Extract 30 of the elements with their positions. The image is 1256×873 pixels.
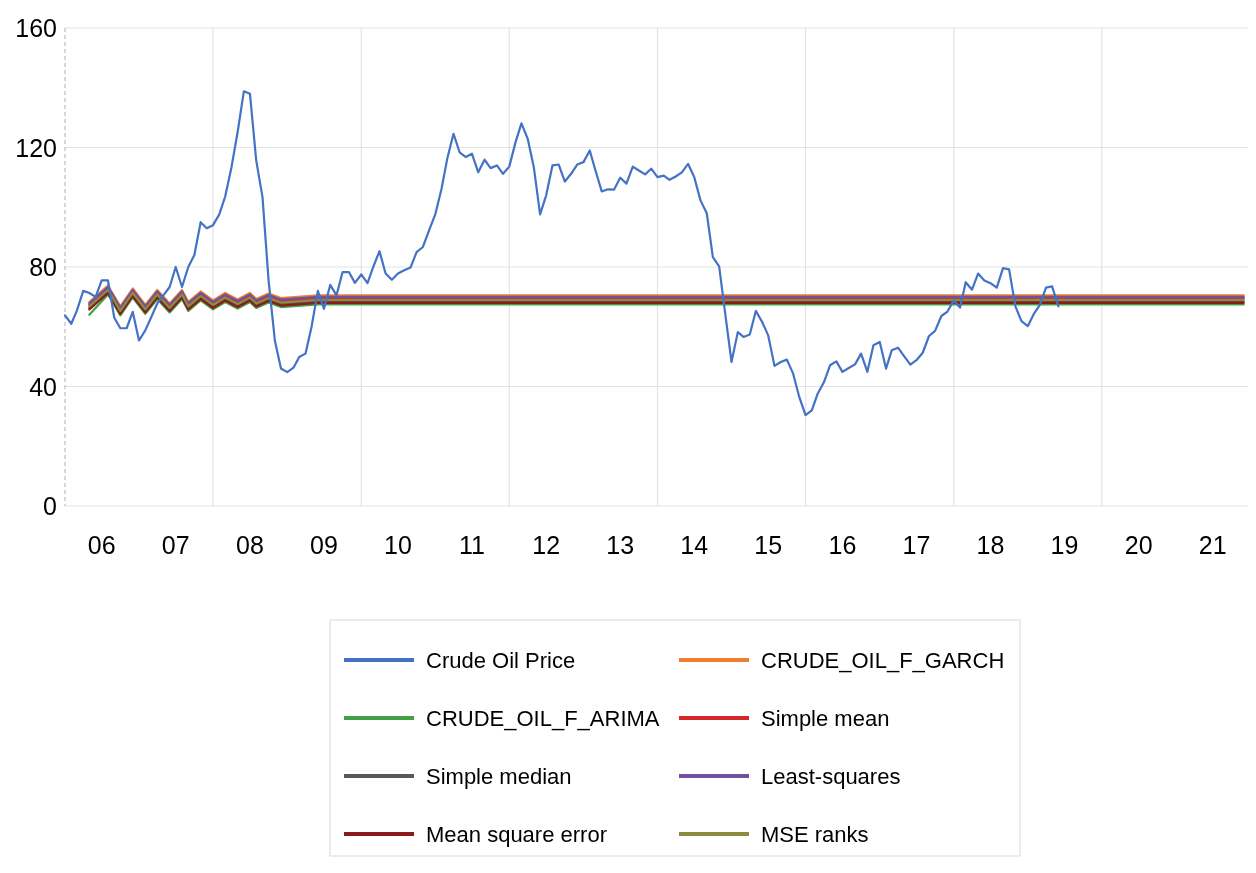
- x-tick-label: 11: [458, 531, 485, 559]
- legend-label: Least-squares: [761, 763, 901, 789]
- x-tick-label: 10: [384, 531, 412, 559]
- x-tick-label: 12: [532, 531, 561, 559]
- x-tick-label: 15: [754, 531, 783, 559]
- legend-label: CRUDE_OIL_F_GARCH: [761, 647, 1005, 673]
- y-tick-label: 0: [43, 492, 57, 520]
- x-tick-label: 08: [236, 531, 264, 559]
- x-tick-label: 20: [1124, 531, 1153, 559]
- legend-label: Crude Oil Price: [426, 647, 576, 673]
- legend-label: Simple median: [426, 763, 572, 789]
- x-tick-label: 13: [606, 531, 635, 559]
- x-tick-label: 06: [87, 531, 116, 559]
- x-tick-label: 17: [902, 531, 931, 559]
- y-tick-label: 120: [15, 133, 57, 162]
- legend-label: Mean square error: [426, 821, 607, 847]
- legend-label: Simple mean: [761, 705, 890, 731]
- y-tick-label: 40: [29, 372, 57, 401]
- y-tick-label: 160: [15, 14, 57, 42]
- x-tick-label: 21: [1198, 531, 1227, 559]
- line-series: [63, 90, 1060, 417]
- x-tick-label: 07: [161, 531, 190, 559]
- x-tick-label: 18: [976, 531, 1005, 559]
- x-tick-label: 09: [310, 531, 338, 559]
- x-tick-label: 16: [828, 531, 857, 559]
- y-tick-label: 80: [29, 253, 57, 281]
- x-tick-label: 19: [1050, 531, 1079, 559]
- x-tick-label: 14: [680, 531, 709, 559]
- legend-label: MSE ranks: [761, 821, 869, 847]
- legend-label: CRUDE_OIL_F_ARIMA: [426, 705, 660, 731]
